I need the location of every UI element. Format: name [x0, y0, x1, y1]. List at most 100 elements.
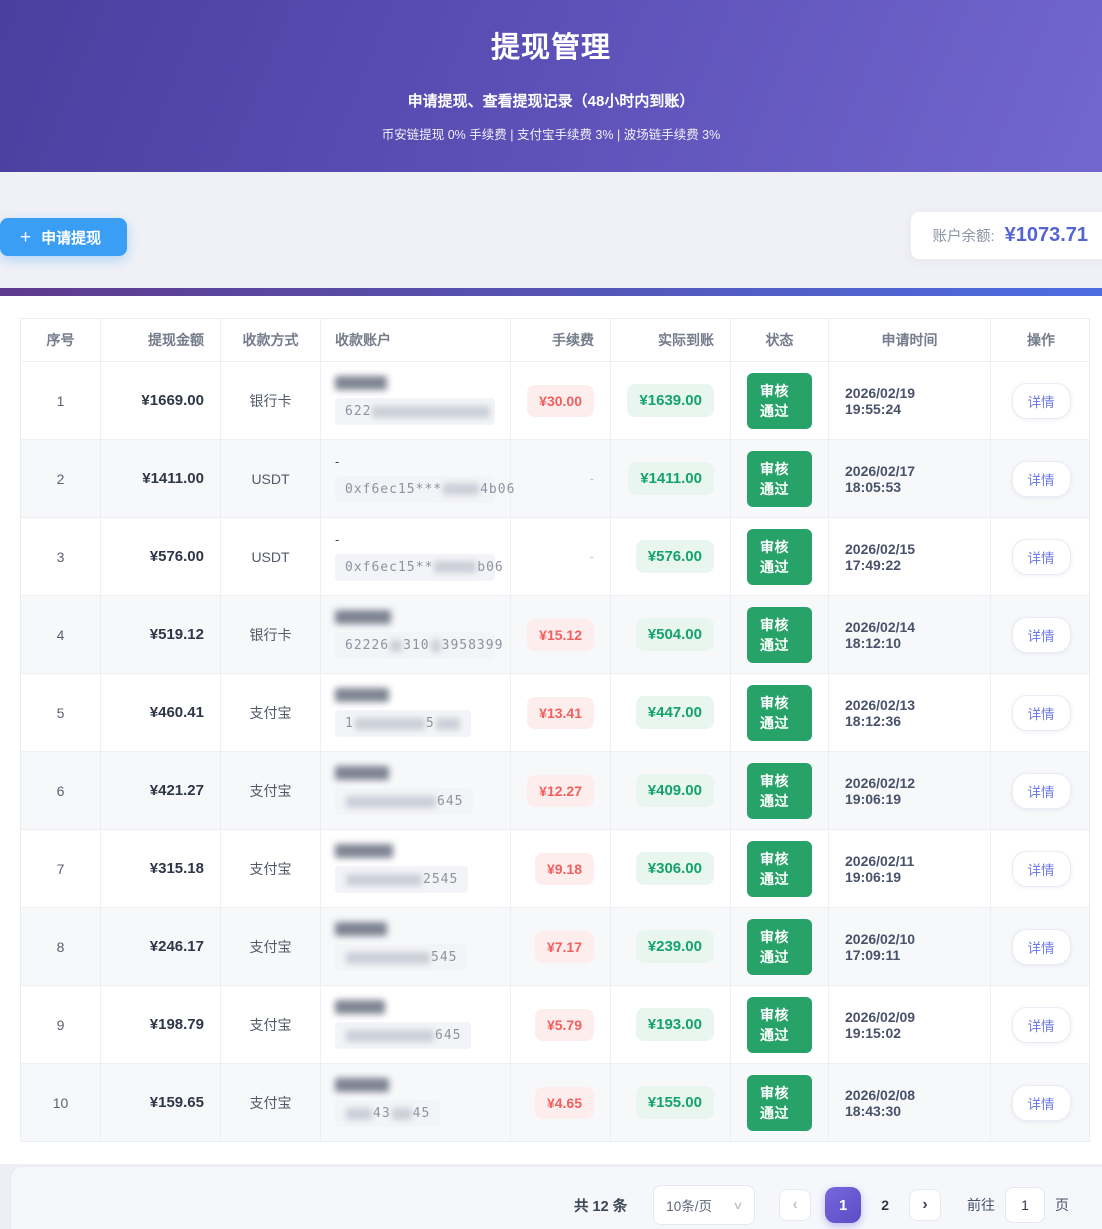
account-cell: 43 45: [321, 1064, 511, 1141]
amount-cell: ¥315.18: [101, 830, 221, 907]
account-number-fragment: 645: [437, 794, 464, 809]
table-row: 7 ¥315.18 支付宝 2545 ¥9.18 ¥306.00 审核通过 2026/02/1…: [21, 829, 1089, 907]
goto-page-input[interactable]: [1005, 1187, 1045, 1223]
account-number: 2545: [335, 866, 469, 893]
fee-cell: -: [511, 518, 611, 595]
status-badge: 审核通过: [747, 450, 812, 507]
table-row: 10 ¥159.65 支付宝 43 45 ¥4.65 ¥155.00 审核通过 2026/02/…: [21, 1063, 1089, 1141]
fee-value: ¥12.27: [527, 774, 594, 807]
redacted-account-name: [335, 1078, 389, 1092]
apply-time-cell: 2026/02/17 18:05:53: [829, 440, 991, 517]
page-size-value: 10条/页: [666, 1199, 712, 1214]
seq-cell: 7: [21, 830, 101, 907]
account-number-fragment: 310: [403, 638, 430, 653]
account-number-fragment: 622: [345, 404, 372, 419]
column-header: 操作: [1027, 332, 1055, 348]
withdraw-amount: ¥198.79: [149, 1016, 204, 1033]
account-number: 645: [335, 1022, 472, 1049]
column-header: 申请时间: [829, 319, 991, 361]
status-cell: 审核通过: [731, 830, 829, 907]
seq-cell: 10: [21, 1064, 101, 1141]
account-number-fragment: 2545: [423, 872, 459, 887]
redacted-number-segment: [346, 951, 430, 964]
payment-method: 银行卡: [249, 626, 292, 643]
redacted-number-segment: [372, 405, 491, 418]
detail-button[interactable]: 详情: [1011, 382, 1071, 419]
seq-value: 8: [56, 938, 65, 955]
detail-button[interactable]: 详情: [1011, 538, 1071, 575]
table-card: 序号 提现金额 收款方式 收款账户 手续费 实际到账 状态 申请时间 操作 1 ¥1669.00 银行…: [0, 296, 1102, 1164]
actual-amount-cell: ¥193.00: [611, 986, 731, 1063]
detail-button[interactable]: 详情: [1011, 928, 1071, 965]
fee-note: 币安链提现 0% 手续费 | 支付宝手续费 3% | 波场链手续费 3%: [381, 128, 721, 142]
seq-value: 6: [56, 782, 65, 799]
table-row: 4 ¥519.12 银行卡 62226 310 3958399 ¥15.12 ¥504.00 审…: [21, 595, 1089, 673]
account-number-fragment: 0xf6ec15**: [345, 559, 434, 575]
page-button-2[interactable]: 2: [875, 1193, 895, 1217]
seq-cell: 5: [21, 674, 101, 751]
seq-cell: 1: [21, 362, 101, 439]
page-button-1[interactable]: 1: [825, 1187, 862, 1223]
actual-amount: ¥1639.00: [627, 384, 714, 417]
status-cell: 审核通过: [731, 908, 829, 985]
status-badge: 审核通过: [747, 762, 812, 819]
redacted-number-segment: [390, 639, 403, 652]
detail-button[interactable]: 详情: [1011, 1084, 1071, 1121]
seq-value: 9: [56, 1016, 65, 1033]
withdraw-amount: ¥1411.00: [142, 470, 204, 487]
status-badge: 审核通过: [747, 840, 812, 897]
apply-time-cell: 2026/02/10 17:09:11: [829, 908, 991, 985]
page-subtitle: 申请提现、查看提现记录（48小时内到账）: [407, 93, 695, 110]
seq-cell: 3: [21, 518, 101, 595]
account-number-fragment: b06: [477, 559, 504, 575]
method-cell: USDT: [221, 440, 321, 517]
redacted-account-name: [335, 766, 389, 780]
detail-button[interactable]: 详情: [1011, 772, 1071, 809]
account-number: 62226 310 3958399: [335, 632, 502, 659]
seq-value: 5: [56, 704, 65, 721]
detail-button[interactable]: 详情: [1011, 1006, 1071, 1043]
operation-cell: 详情: [991, 596, 1091, 673]
account-number-fragment: 62226: [345, 638, 390, 653]
fee-cell: ¥15.12: [511, 596, 611, 673]
fee-cell: ¥13.41: [511, 674, 611, 751]
apply-time: 2026/02/10 17:09:11: [845, 930, 916, 963]
prev-page-button[interactable]: ‹: [779, 1189, 812, 1221]
status-badge: 审核通过: [747, 996, 812, 1053]
amount-cell: ¥421.27: [101, 752, 221, 829]
apply-time: 2026/02/19 19:55:24: [845, 384, 916, 417]
detail-button[interactable]: 详情: [1011, 694, 1071, 731]
actual-amount: ¥504.00: [635, 618, 714, 651]
table-row: 1 ¥1669.00 银行卡 622 ¥30.00 ¥1639.00 审核通过 2026/02…: [21, 361, 1089, 439]
column-header: 手续费: [511, 319, 611, 361]
goto-label: 前往: [967, 1197, 995, 1213]
status-badge: 审核通过: [747, 684, 812, 741]
actual-amount: ¥306.00: [635, 852, 714, 885]
redacted-account-name: [335, 922, 387, 936]
actual-amount-cell: ¥576.00: [611, 518, 731, 595]
actual-amount-cell: ¥504.00: [611, 596, 731, 673]
account-cell: -0xf6ec15*** 4b06: [321, 440, 514, 517]
payment-method: USDT: [251, 470, 290, 487]
next-page-button[interactable]: ›: [909, 1189, 941, 1221]
withdraw-amount: ¥1669.00: [141, 392, 204, 409]
detail-button[interactable]: 详情: [1011, 460, 1071, 497]
actual-amount: ¥1411.00: [628, 462, 714, 495]
apply-withdraw-label: 申请提现: [41, 229, 102, 247]
apply-withdraw-button[interactable]: + 申请提现: [0, 218, 128, 256]
redacted-number-segment: [346, 1107, 372, 1120]
apply-time-cell: 2026/02/15 17:49:22: [829, 518, 991, 595]
status-cell: 审核通过: [731, 674, 829, 751]
page-size-select[interactable]: 10条/页 ∨: [653, 1185, 756, 1225]
withdraw-amount: ¥315.18: [149, 860, 204, 877]
apply-time: 2026/02/17 18:05:53: [845, 462, 916, 495]
detail-button[interactable]: 详情: [1011, 616, 1071, 653]
redacted-account-name: [335, 844, 393, 858]
apply-time: 2026/02/14 18:12:10: [845, 618, 916, 651]
detail-button[interactable]: 详情: [1011, 850, 1071, 887]
method-cell: 支付宝: [221, 674, 321, 751]
account-name-dash: -: [335, 531, 340, 547]
table-row: 8 ¥246.17 支付宝 545 ¥7.17 ¥239.00 审核通过 2026/02/10…: [21, 907, 1089, 985]
fee-dash: -: [589, 549, 594, 564]
account-number-fragment: 43: [373, 1106, 391, 1121]
